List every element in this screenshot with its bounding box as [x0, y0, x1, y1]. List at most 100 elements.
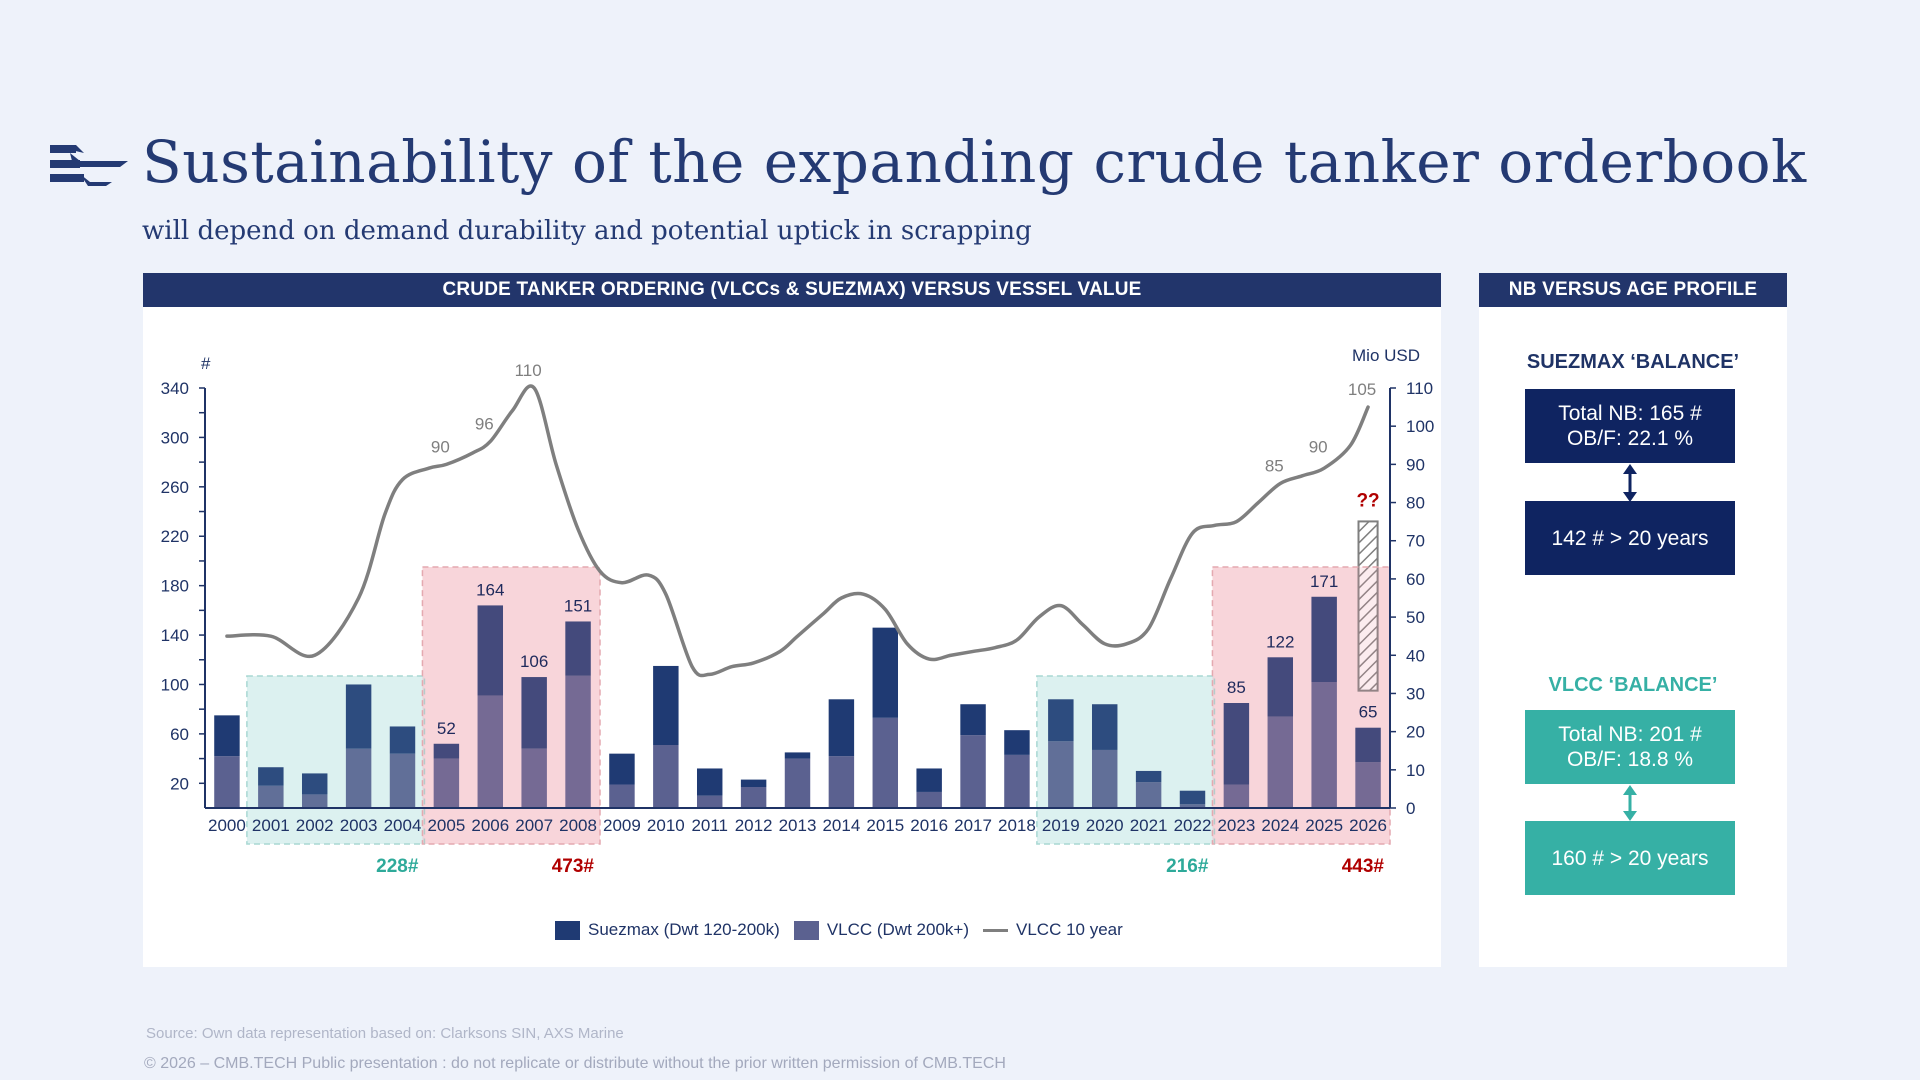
- suezmax-double-arrow-icon: [1623, 464, 1637, 502]
- bar-suezmax-2021: [1135, 770, 1162, 783]
- bar-vlcc-2010: [653, 745, 679, 808]
- vlcc-double-arrow-icon: [1623, 785, 1637, 821]
- left-axis-tick-label: 60: [170, 725, 189, 744]
- highlight-box-border: [1211, 566, 1391, 845]
- right-axis-tick-label: 80: [1406, 494, 1425, 513]
- left-axis-tick-label: 100: [161, 675, 189, 694]
- bar-suezmax-2018: [1004, 730, 1030, 755]
- bar-suezmax-2012: [740, 779, 767, 787]
- right-axis-label: Mio USD: [1352, 346, 1420, 365]
- bar-suezmax-2000: [214, 715, 240, 757]
- copyright-note: © 2026 – CMB.TECH Public presentation : …: [144, 1055, 1006, 1072]
- chart-legend: Suezmax (Dwt 120-200k) VLCC (Dwt 200k+) …: [555, 920, 1137, 940]
- x-tick-label: 2001: [252, 816, 290, 835]
- legend-swatch-line: [983, 928, 1008, 932]
- left-axis-tick-label: 340: [161, 379, 189, 398]
- bar-vlcc-2006: [477, 695, 504, 808]
- x-tick-label: 2005: [427, 816, 465, 835]
- bar-suezmax-2001: [258, 767, 284, 786]
- bar-total-label: 151: [564, 596, 592, 615]
- x-tick-label: 2007: [515, 816, 553, 835]
- line-value-label: 90: [431, 437, 450, 456]
- vlcc-age-box: 160 # > 20 years: [1525, 821, 1735, 895]
- bar-vlcc-2020: [1091, 749, 1118, 808]
- bar-suezmax-2003: [345, 684, 372, 749]
- x-tick-label: 2006: [471, 816, 509, 835]
- hatched-projection-bar: [1357, 520, 1379, 692]
- bar-vlcc-2007: [521, 748, 547, 808]
- bar-suezmax-2015: [872, 627, 899, 718]
- bar-vlcc-2013: [784, 758, 811, 808]
- bar-suezmax-2020: [1091, 704, 1118, 750]
- bar-vlcc-2002: [301, 794, 328, 808]
- x-tick-label: 2008: [559, 816, 597, 835]
- suezmax-total-nb: Total NB: 165 #: [1558, 402, 1702, 425]
- line-value-label: 110: [515, 361, 542, 380]
- x-tick-label: 2018: [998, 816, 1036, 835]
- bar-suezmax-2023: [1223, 703, 1250, 785]
- legend-label-suezmax: Suezmax (Dwt 120-200k): [588, 920, 780, 939]
- right-axis-tick-label: 60: [1406, 570, 1425, 589]
- bar-total-label: 52: [437, 719, 456, 738]
- bar-suezmax-2025: [1311, 596, 1337, 682]
- suezmax-over-20-years: 142 # > 20 years: [1551, 526, 1709, 550]
- x-tick-label: 2000: [208, 816, 246, 835]
- hatched-bar-annotation: ??: [1356, 490, 1379, 511]
- bar-vlcc-2022: [1179, 804, 1206, 808]
- bar-total-label: 122: [1266, 632, 1294, 651]
- vlcc-obf: OB/F: 18.8 %: [1566, 748, 1694, 771]
- x-tick-label: 2004: [384, 816, 422, 835]
- highlight-box-border: [246, 675, 426, 845]
- bar-suezmax-2017: [960, 704, 986, 736]
- x-tick-label: 2026: [1349, 816, 1387, 835]
- highlight-total-label: 473#: [552, 856, 595, 877]
- x-tick-label: 2022: [1174, 816, 1212, 835]
- bar-suezmax-2011: [696, 768, 723, 796]
- vlcc-over-20-years: 160 # > 20 years: [1551, 846, 1709, 870]
- right-axis-tick-label: 110: [1406, 379, 1433, 398]
- x-tick-label: 2023: [1217, 816, 1255, 835]
- x-tick-label: 2017: [954, 816, 992, 835]
- right-axis-tick-label: 30: [1406, 684, 1425, 703]
- x-tick-label: 2002: [296, 816, 334, 835]
- bar-total-label: 164: [476, 580, 504, 599]
- legend-label-vlcc: VLCC (Dwt 200k+): [826, 920, 969, 939]
- bar-vlcc-2003: [345, 748, 372, 808]
- left-axis-tick-label: 260: [161, 478, 189, 497]
- bar-vlcc-2025: [1311, 682, 1337, 808]
- source-note: Source: Own data representation based on…: [146, 1025, 624, 1042]
- x-tick-label: 2003: [340, 816, 378, 835]
- bar-suezmax-2007: [521, 677, 547, 749]
- ordering-chart-header: CRUDE TANKER ORDERING (VLCCs & SUEZMAX) …: [143, 273, 1441, 307]
- bar-vlcc-2023: [1223, 784, 1250, 808]
- bar-total-label: 106: [520, 652, 548, 671]
- vlcc-total-nb: Total NB: 201 #: [1558, 723, 1702, 746]
- right-axis-tick-label: 20: [1406, 723, 1425, 742]
- left-axis-tick-label: 180: [161, 577, 189, 596]
- highlight-total-label: 216#: [1166, 856, 1209, 877]
- bar-suezmax-2016: [916, 768, 942, 792]
- right-axis-tick-label: 40: [1406, 646, 1425, 665]
- cmb-tech-wave-logo-icon: [50, 145, 128, 186]
- legend-item-vlcc: VLCC (Dwt 200k+): [793, 920, 969, 940]
- legend-item-vlcc-10-year: VLCC 10 year: [983, 920, 1123, 940]
- bar-vlcc-2012: [740, 787, 767, 808]
- bar-vlcc-2011: [696, 795, 723, 808]
- left-axis-tick-label: 300: [161, 428, 189, 447]
- x-tick-label: 2010: [647, 816, 685, 835]
- nb-age-profile-panel: NB VERSUS AGE PROFILE SUEZMAX ‘BALANCE’ …: [1479, 273, 1787, 967]
- bar-suezmax-2013: [784, 752, 811, 759]
- highlight-box-border: [421, 566, 601, 845]
- bar-total-label: 171: [1310, 572, 1338, 591]
- right-axis-tick-label: 10: [1406, 761, 1425, 780]
- x-tick-label: 2012: [735, 816, 773, 835]
- bar-vlcc-2018: [1004, 754, 1030, 808]
- highlight-total-label: 228#: [376, 856, 419, 877]
- bar-suezmax-2010: [653, 665, 679, 745]
- line-value-label: 90: [1309, 437, 1328, 456]
- left-axis-tick-label: 220: [161, 527, 189, 546]
- line-value-label: 85: [1265, 456, 1284, 475]
- bar-suezmax-2004: [389, 726, 416, 754]
- bar-vlcc-2004: [389, 753, 416, 808]
